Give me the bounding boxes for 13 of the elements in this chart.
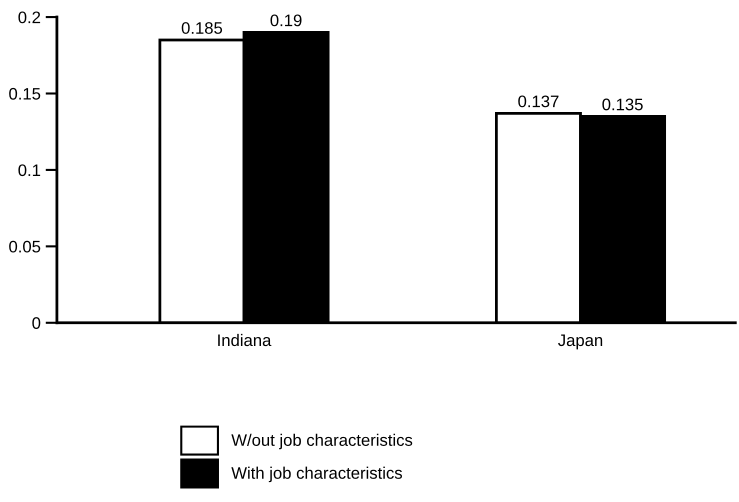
y-tick-label: 0 [32, 317, 40, 329]
x-tick-label: Indiana [218, 334, 272, 346]
y-tick-label: 0.1 [18, 164, 40, 176]
legend-label: With job characteristics [231, 466, 402, 482]
data-label: 0.135 [602, 98, 643, 110]
data-label: 0.137 [518, 95, 558, 108]
x-tick-label: Japan [558, 334, 602, 350]
data-label: 0.185 [182, 22, 222, 34]
y-tick-label: 0.05 [9, 240, 40, 253]
y-tick-label: 0.15 [9, 88, 40, 100]
legend-label: W/out job characteristics [231, 434, 412, 450]
y-tick-label: 0.2 [18, 11, 40, 24]
data-label: 0.19 [270, 14, 302, 26]
